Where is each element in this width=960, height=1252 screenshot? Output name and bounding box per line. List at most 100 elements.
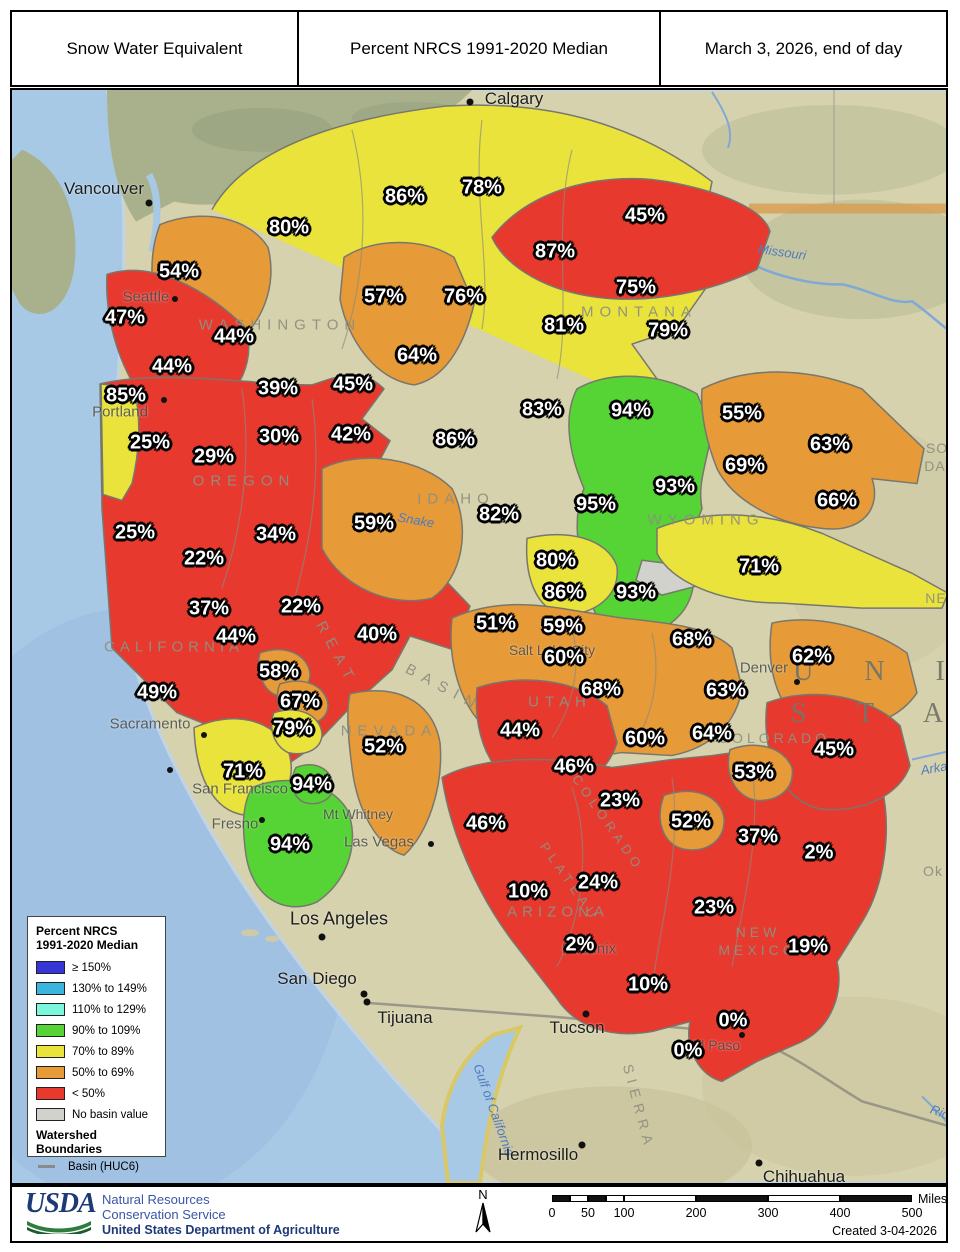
agency-line1: Natural Resources bbox=[102, 1192, 210, 1207]
basin-value-label: 79% bbox=[272, 717, 314, 740]
city-dot bbox=[363, 998, 371, 1006]
legend-item: < 50% bbox=[36, 1083, 159, 1104]
city-dot bbox=[794, 679, 800, 685]
basin-value-label: 54% bbox=[158, 260, 200, 283]
arkansas-river bbox=[911, 750, 946, 761]
legend-boundaries-title: Watershed Boundaries bbox=[36, 1128, 103, 1156]
basin-mass bbox=[727, 744, 794, 802]
city-label: Sacramento bbox=[109, 715, 191, 733]
basin-value-label: 67% bbox=[279, 690, 321, 713]
legend-swatch bbox=[36, 1003, 65, 1016]
state-label: OREGON bbox=[192, 472, 296, 490]
basin-value-label: 82% bbox=[478, 503, 520, 526]
basin-value-label: 49% bbox=[136, 681, 178, 704]
desert-texture bbox=[472, 1086, 752, 1183]
legend-swatch bbox=[36, 1087, 65, 1100]
rio-grande bbox=[921, 1095, 946, 1123]
basin-value-label: 81% bbox=[543, 314, 585, 337]
north-label: N bbox=[478, 1187, 488, 1202]
basin-value-label: 40% bbox=[356, 623, 398, 646]
basin-polygons bbox=[99, 104, 946, 1083]
header-map-type: Snow Water Equivalent bbox=[66, 38, 243, 58]
basin-value-label: 85% bbox=[105, 384, 147, 407]
legend-title-line1: Percent NRCS bbox=[36, 924, 118, 938]
city-dot bbox=[466, 98, 474, 106]
city-label: Denver bbox=[739, 659, 789, 677]
basin-value-label: 87% bbox=[534, 240, 576, 263]
basin-value-label: 46% bbox=[553, 755, 595, 778]
legend-item-label: ≥ 150% bbox=[72, 961, 111, 974]
state-label: WYOMING bbox=[647, 511, 765, 529]
basin-value-label: 75% bbox=[615, 276, 657, 299]
basin-mass bbox=[525, 533, 618, 616]
scale-tick-label: 0 bbox=[548, 1206, 556, 1220]
legend-basin-row: Basin (HUC6) bbox=[36, 1156, 159, 1177]
basin-value-label: 19% bbox=[787, 935, 829, 958]
scale-tick-label: 50 bbox=[581, 1206, 595, 1220]
scale-bar-segment bbox=[606, 1195, 624, 1202]
city-dot bbox=[582, 1010, 590, 1018]
legend-item: 130% to 149% bbox=[36, 978, 159, 999]
legend-item: 50% to 69% bbox=[36, 1062, 159, 1083]
scale-unit-label: Miles bbox=[918, 1192, 948, 1206]
river bbox=[711, 91, 732, 149]
basin-value-label: 23% bbox=[693, 896, 735, 919]
basin-value-label: 94% bbox=[291, 773, 333, 796]
basin-value-label: 10% bbox=[627, 973, 669, 996]
basin-line-symbol bbox=[38, 1165, 55, 1168]
legend-swatch bbox=[36, 1045, 65, 1058]
basin-value-label: 2% bbox=[804, 841, 834, 864]
basin-value-label: 78% bbox=[461, 176, 503, 199]
gulf-of-california bbox=[439, 1024, 524, 1183]
basin-value-label: 46% bbox=[465, 812, 507, 835]
basin-value-label: 58% bbox=[258, 660, 300, 683]
city-label: San Diego bbox=[277, 969, 357, 988]
basin-mass bbox=[491, 177, 771, 300]
scale-bar-segment bbox=[552, 1195, 570, 1202]
city-dot bbox=[578, 1141, 586, 1149]
legend-box: Percent NRCS 1991-2020 Median ≥ 150% 130%… bbox=[27, 916, 166, 1173]
basin-value-label: 69% bbox=[724, 454, 766, 477]
city-dot bbox=[360, 990, 368, 998]
basin-value-label: 86% bbox=[543, 581, 585, 604]
basin-value-label: 80% bbox=[268, 216, 310, 239]
map-canvas: WASHINGTON OREGON IDAHO MONTANA WYOMING CALIF… bbox=[10, 88, 948, 1185]
basin-value-label: 22% bbox=[183, 547, 225, 570]
basin-mass bbox=[291, 764, 334, 805]
legend-item: 90% to 109% bbox=[36, 1020, 159, 1041]
created-date: Created 3-04-2026 bbox=[832, 1224, 937, 1238]
basin-value-label: 52% bbox=[363, 735, 405, 758]
basin-value-label: 76% bbox=[443, 285, 485, 308]
basin-value-label: 83% bbox=[521, 398, 563, 421]
scale-tick-label: 200 bbox=[685, 1206, 707, 1220]
legend-item-label: 70% to 89% bbox=[72, 1045, 135, 1058]
legend-item: No basin value bbox=[36, 1104, 159, 1125]
legend-swatch bbox=[36, 1108, 65, 1121]
city-label: Calgary bbox=[484, 89, 544, 108]
basin-mass bbox=[339, 241, 475, 386]
scale-bar-segment bbox=[624, 1195, 696, 1202]
basin-value-label: 45% bbox=[332, 373, 374, 396]
state-label: S T A bbox=[790, 698, 948, 729]
state-label: MEXICO bbox=[718, 942, 798, 958]
scale-bar-segment bbox=[768, 1195, 840, 1202]
channel-island bbox=[241, 929, 259, 937]
legend-item-label: 130% to 149% bbox=[72, 982, 147, 995]
city-dot bbox=[201, 732, 207, 738]
scale-tick-label: 300 bbox=[757, 1206, 779, 1220]
legend-item: 110% to 129% bbox=[36, 999, 159, 1020]
puget-sound bbox=[145, 173, 161, 253]
plains-texture bbox=[742, 199, 946, 320]
scale-bar-segment bbox=[840, 1195, 912, 1202]
city-label: Mt Whitney bbox=[322, 806, 394, 822]
legend-item-label: 50% to 69% bbox=[72, 1066, 135, 1079]
basin-mass bbox=[659, 790, 725, 851]
basin-value-label: 45% bbox=[624, 204, 666, 227]
basin-mass bbox=[321, 457, 464, 602]
city-label: San Francisco bbox=[192, 780, 288, 798]
usda-logo-text: USDA bbox=[25, 1188, 97, 1219]
basin-value-label: 10% bbox=[507, 880, 549, 903]
city-dot bbox=[755, 1159, 763, 1167]
city-label: Fresno bbox=[211, 815, 259, 833]
state-label: MONTANA bbox=[581, 303, 697, 321]
